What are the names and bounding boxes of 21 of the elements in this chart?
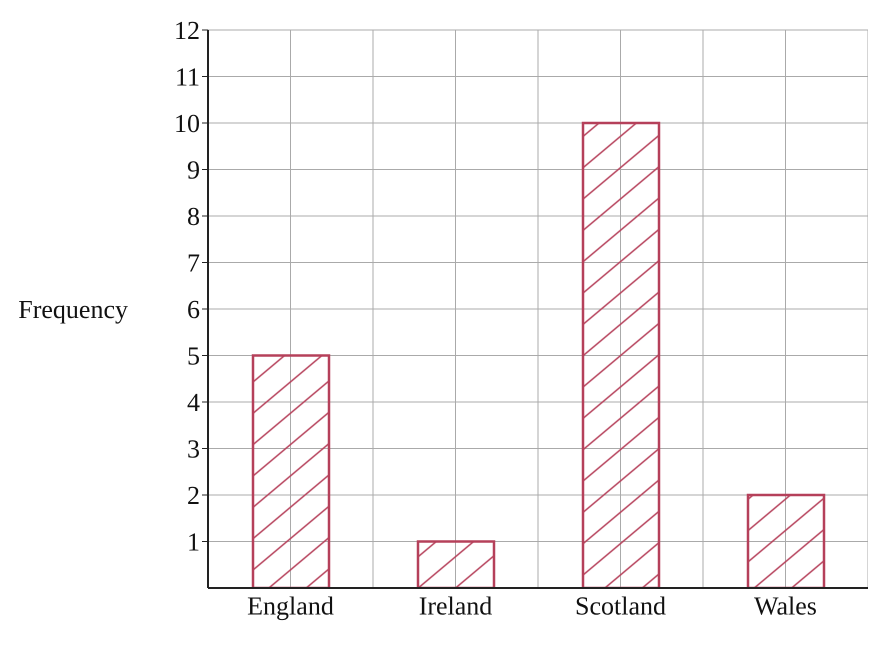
y-tick-label: 4 <box>187 388 200 418</box>
x-tick-label: Ireland <box>418 591 492 620</box>
y-tick-label: 10 <box>174 109 200 138</box>
y-tick-label: 3 <box>187 434 200 464</box>
x-tick-label: England <box>247 591 334 620</box>
bar <box>416 540 496 588</box>
y-tick-label: 9 <box>187 156 200 185</box>
y-tick-label: 6 <box>187 295 200 324</box>
y-axis-title: Frequency <box>18 295 128 324</box>
y-tick-label: 11 <box>174 62 200 92</box>
bar <box>252 354 330 588</box>
bar <box>582 122 660 588</box>
y-tick-label: 1 <box>187 528 200 557</box>
y-tick-label: 5 <box>187 342 200 371</box>
x-tick-label: Scotland <box>575 591 666 620</box>
y-tick-label: 8 <box>187 202 200 232</box>
y-tick-label: 12 <box>174 16 200 46</box>
y-tick-label: 2 <box>187 481 200 510</box>
bar <box>746 494 826 588</box>
y-tick-label: 7 <box>187 248 200 278</box>
x-tick-label: Wales <box>754 591 817 620</box>
